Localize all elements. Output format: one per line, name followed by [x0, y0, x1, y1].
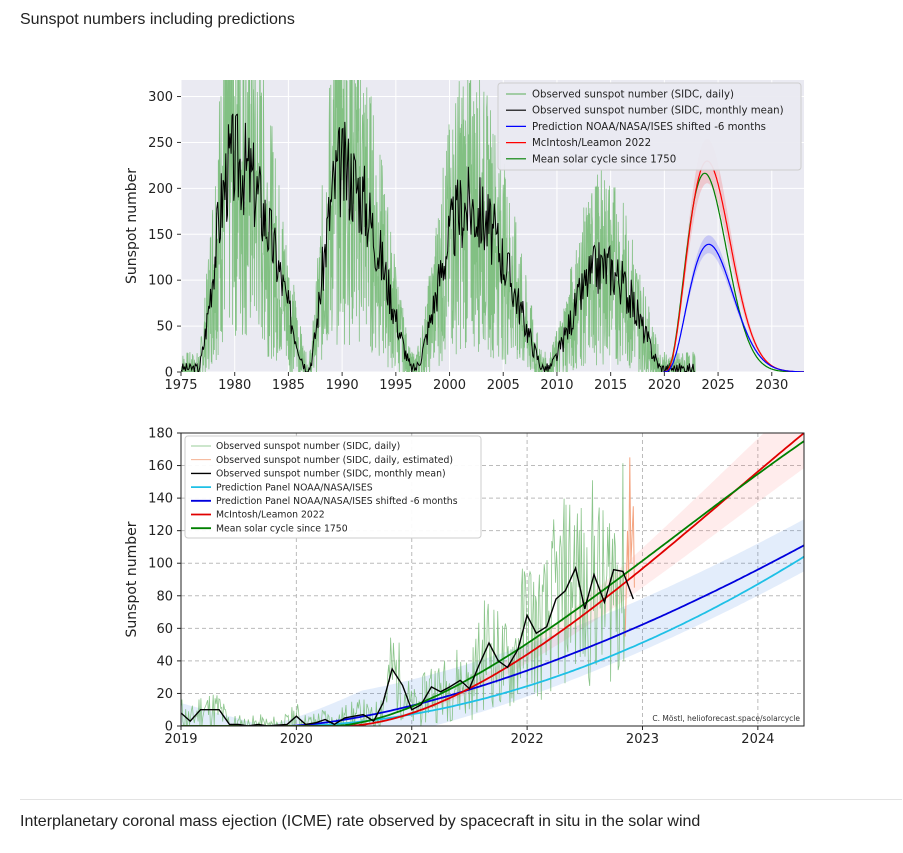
- plot-series: [181, 433, 804, 726]
- band-mcintosh: [181, 433, 804, 726]
- x-tick-label: 1975: [164, 378, 197, 393]
- legend-label: Mean solar cycle since 1750: [532, 154, 676, 165]
- x-tick-label: 2024: [741, 732, 774, 747]
- y-tick-label: 20: [156, 687, 173, 702]
- series-mean-cycle: [181, 440, 804, 726]
- x-tick-label: 2019: [164, 732, 197, 747]
- x-tick-label: 2015: [594, 378, 627, 393]
- y-tick-label: 40: [156, 654, 173, 669]
- x-tick-label: 2022: [511, 732, 544, 747]
- series-observed-daily: [181, 463, 626, 726]
- legend-label: Mean solar cycle since 1750: [216, 523, 348, 534]
- y-tick-label: 100: [148, 274, 173, 289]
- legend-label: Prediction NOAA/NASA/ISES shifted -6 mon…: [532, 122, 766, 133]
- x-tick-label: 1985: [272, 378, 305, 393]
- x-tick-label: 2030: [755, 378, 788, 393]
- y-tick-label: 60: [156, 622, 173, 637]
- legend-label: McIntosh/Leamon 2022: [532, 138, 651, 149]
- series-observed-monthly: [181, 565, 634, 726]
- x-tick-label: 1980: [218, 378, 251, 393]
- y-axis-label: Sunspot number: [124, 521, 140, 637]
- x-tick-label: 2023: [626, 732, 659, 747]
- series-noaa-shifted: [181, 544, 804, 726]
- x-tick-label: 2000: [433, 378, 466, 393]
- y-axis-label: Sunspot number: [124, 168, 140, 284]
- x-tick-label: 2020: [648, 378, 681, 393]
- legend-label: Prediction Panel NOAA/NASA/ISES shifted …: [216, 496, 458, 507]
- y-tick-label: 100: [148, 557, 173, 572]
- legend-label: Observed sunspot number (SIDC, daily): [532, 90, 734, 101]
- y-tick-label: 200: [148, 182, 173, 197]
- x-tick-label: 2020: [280, 732, 313, 747]
- x-tick-label: 2005: [487, 378, 520, 393]
- y-tick-label: 300: [148, 90, 173, 105]
- legend-box: [497, 82, 802, 171]
- y-tick-label: 50: [156, 320, 173, 335]
- x-tick-label: 2025: [702, 378, 735, 393]
- y-tick-label: 0: [165, 366, 173, 381]
- series-mcintosh: [181, 433, 804, 726]
- sunspot-chart-zoom: 2019 2020 2021 2022 2023 2024 0 20 40 60 80 100 120 1…: [124, 427, 805, 747]
- chart-credit-annotation: C. Möstl, helioforecast.space/solarcycle: [652, 714, 800, 723]
- y-tick-label: 80: [156, 589, 173, 604]
- section-divider: [20, 799, 902, 800]
- series-observed-daily-estimated: [624, 457, 635, 637]
- sunspot-chart-overview: 1975 1980 1985 1990 1995 2000 2005 2010 2015 2020…: [124, 80, 804, 393]
- band-mcintosh: [663, 138, 804, 372]
- legend-label: Observed sunspot number (SIDC, monthly m…: [532, 106, 784, 117]
- legend-label: Observed sunspot number (SIDC, monthly m…: [216, 469, 446, 480]
- band-noaa-shifted: [181, 519, 804, 726]
- series-noaa-shifted: [663, 243, 804, 372]
- section-title-icme: Interplanetary coronal mass ejection (IC…: [20, 813, 701, 830]
- y-tick-label: 140: [148, 492, 173, 507]
- y-tick-label: 160: [148, 459, 173, 474]
- legend-label: Observed sunspot number (SIDC, daily): [216, 441, 400, 452]
- legend-label: McIntosh/Leamon 2022: [216, 510, 325, 521]
- legend-label: Observed sunspot number (SIDC, daily, es…: [216, 455, 453, 466]
- y-tick-label: 250: [148, 136, 173, 151]
- series-observed-monthly: [181, 113, 696, 372]
- y-tick-label: 120: [148, 524, 173, 539]
- legend-label: Prediction Panel NOAA/NASA/ISES: [216, 482, 373, 493]
- x-tick-label: 1990: [326, 378, 359, 393]
- section-title-sunspots: Sunspot numbers including predictions: [20, 11, 295, 28]
- plot-frame: [180, 432, 805, 727]
- x-tick-label: 2021: [395, 732, 428, 747]
- y-tick-label: 150: [148, 228, 173, 243]
- x-tick-label: 1995: [379, 378, 412, 393]
- y-tick-label: 180: [148, 427, 173, 442]
- x-tick-label: 2010: [540, 378, 573, 393]
- plot-series: [181, 80, 804, 372]
- y-tick-label: 0: [165, 720, 173, 735]
- legend-box: [184, 435, 482, 539]
- series-noaa: [181, 555, 804, 726]
